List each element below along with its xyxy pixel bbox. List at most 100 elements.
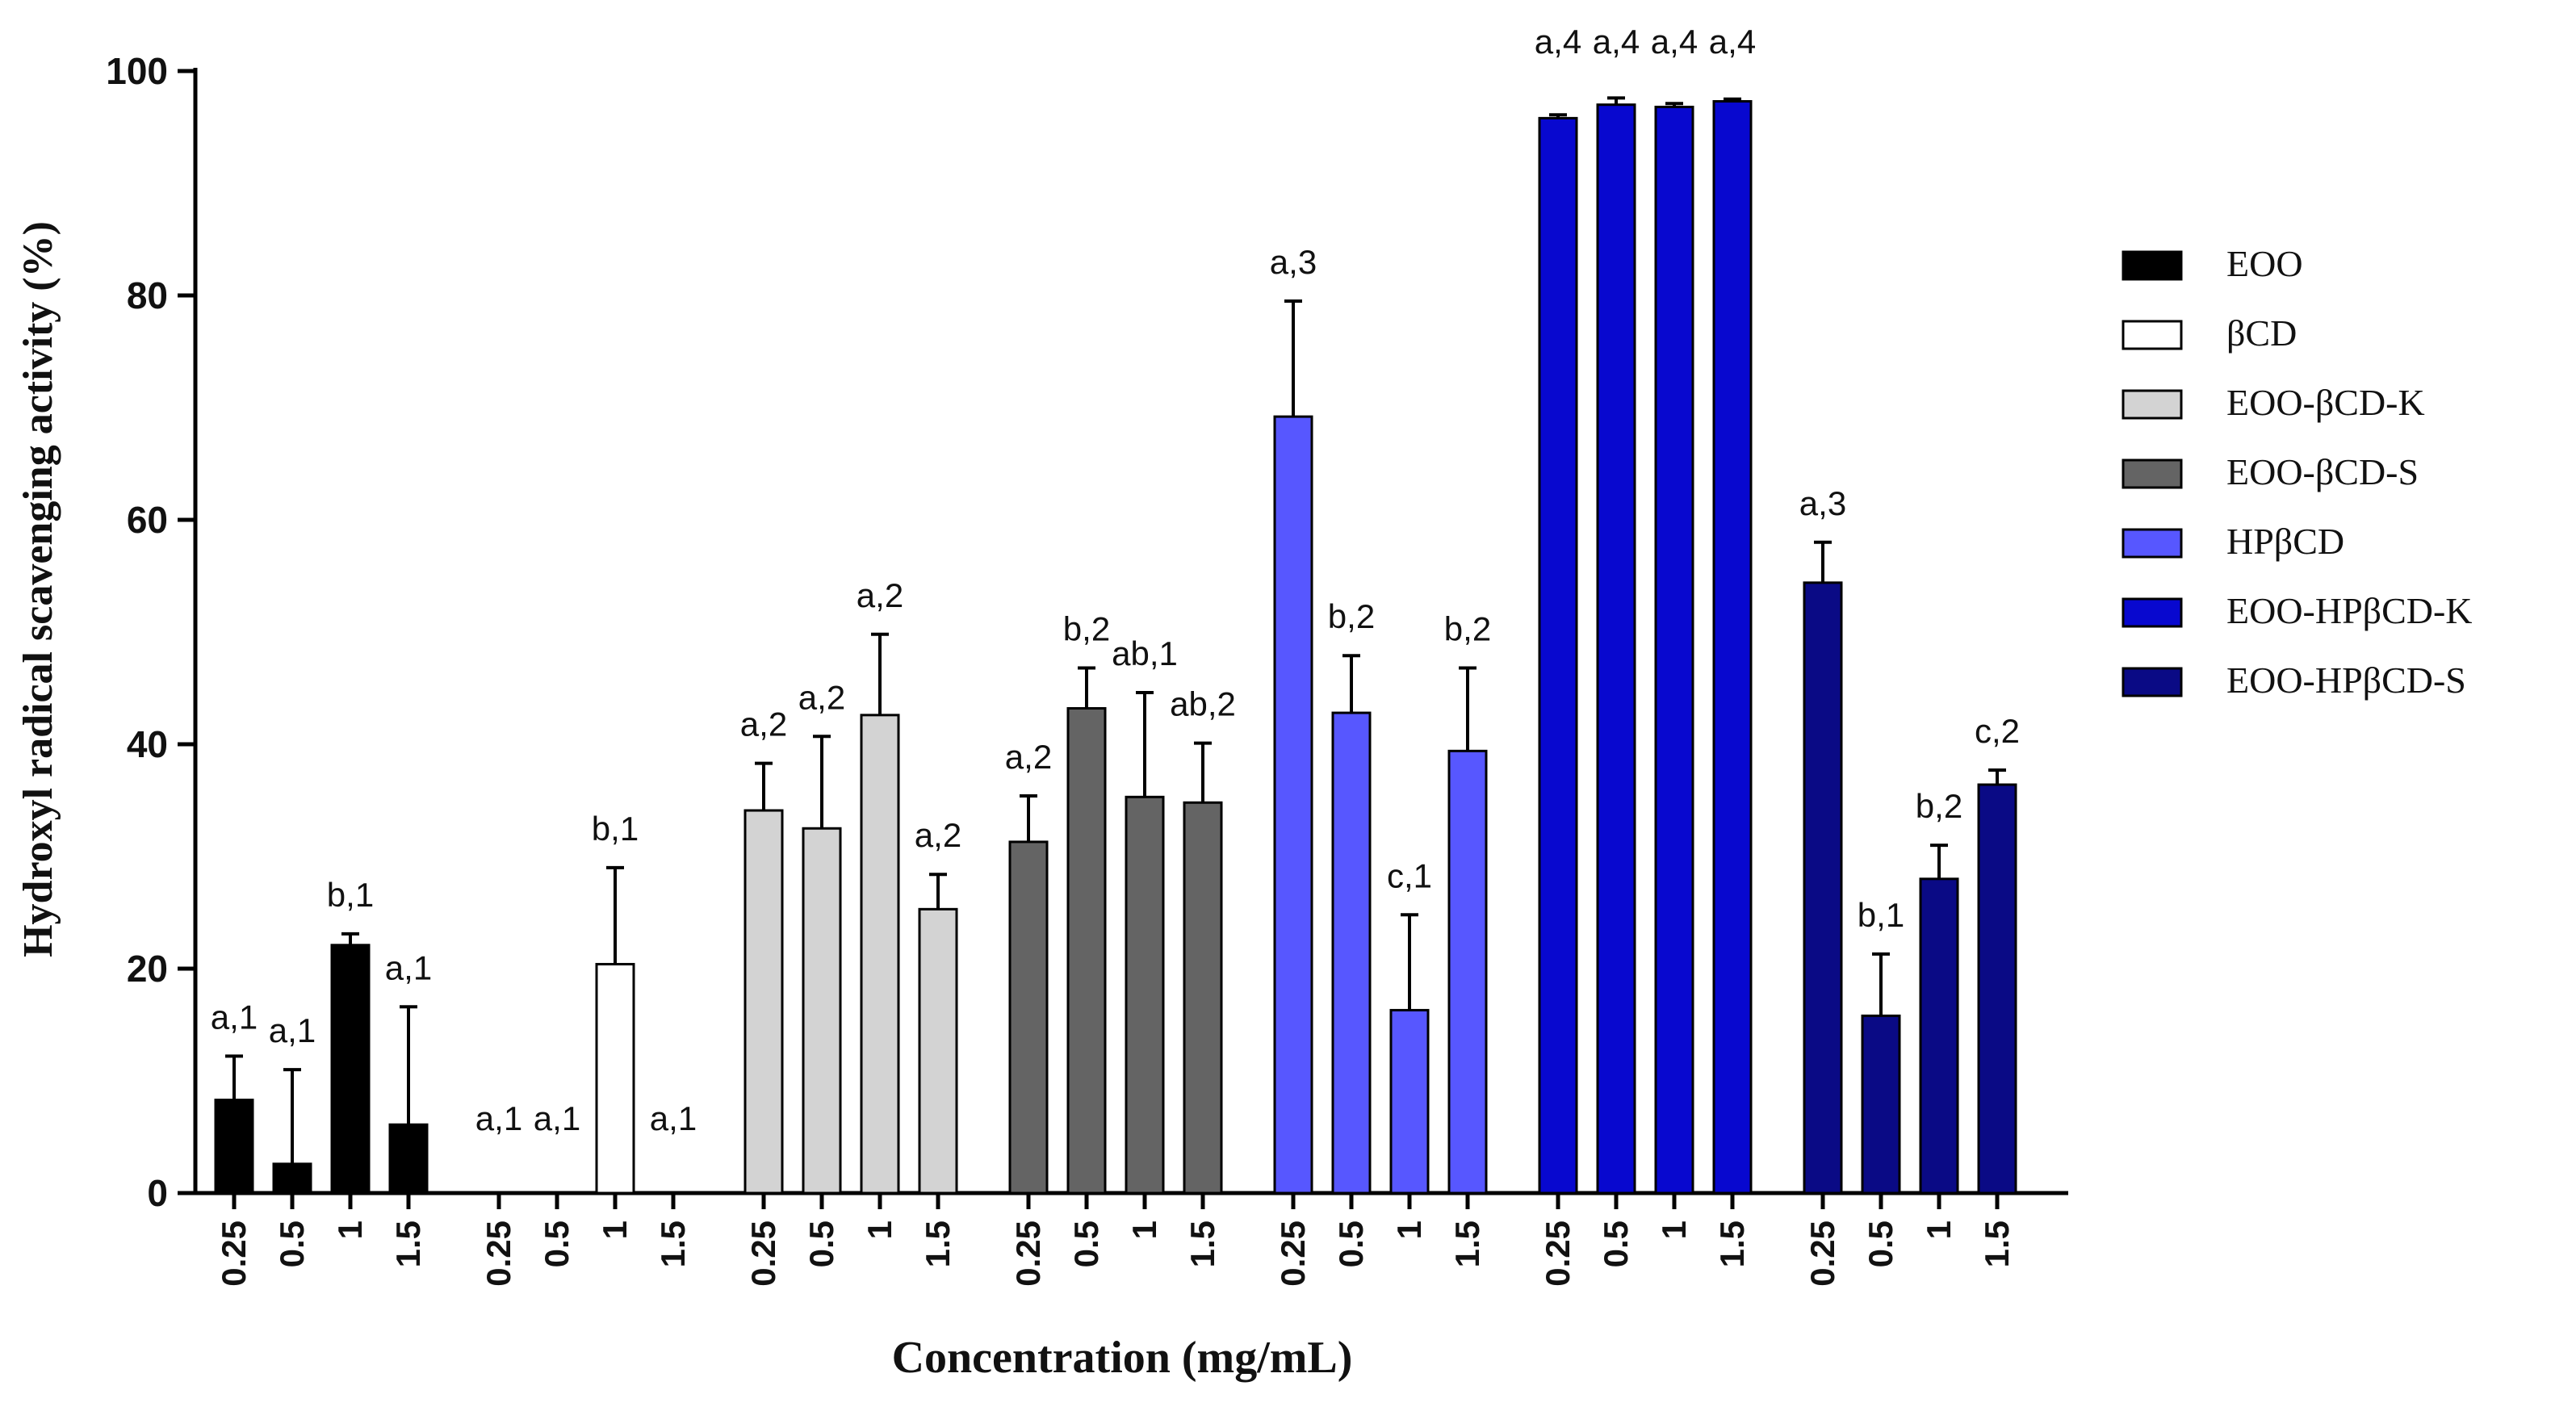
x-tick-label: 1.5 — [919, 1220, 957, 1267]
significance-label: a,1 — [475, 1099, 522, 1137]
legend-label: βCD — [2226, 312, 2297, 354]
y-tick-label: 60 — [127, 499, 168, 541]
y-tick-label: 100 — [106, 50, 168, 92]
significance-label: a,4 — [1651, 23, 1698, 61]
bar — [1654, 105, 1694, 1195]
x-tick-label: 1 — [861, 1220, 898, 1239]
x-tick-label: 1 — [331, 1220, 369, 1239]
significance-label: c,2 — [1975, 712, 2020, 750]
legend-label: EOO-HPβCD-K — [2226, 590, 2473, 631]
x-tick-label: 0.25 — [744, 1220, 782, 1287]
significance-label: a,4 — [1709, 23, 1756, 61]
y-tick-label: 0 — [147, 1172, 168, 1214]
x-tick-label: 1.5 — [1183, 1220, 1221, 1267]
x-tick-labels: 0.25 0.5 1 1.5 0.25 0.5 1 1.5 0.25 0.5 1 1.5 0.25 0.5… — [215, 1220, 2016, 1287]
significance-label: a,1 — [269, 1011, 316, 1049]
legend-label: HPβCD — [2226, 521, 2344, 562]
x-tick-label: 0.5 — [802, 1220, 840, 1267]
x-tick-label: 1.5 — [1978, 1220, 2016, 1267]
bar — [1066, 707, 1107, 1195]
significance-label: b,2 — [1063, 609, 1110, 647]
x-tick-label: 1 — [596, 1220, 634, 1239]
bar — [388, 1123, 429, 1195]
bar — [743, 809, 784, 1195]
significance-label: ab,2 — [1170, 685, 1236, 723]
significance-label: b,2 — [1328, 597, 1375, 635]
x-tick-label: 1 — [1655, 1220, 1693, 1239]
bar — [1538, 116, 1578, 1195]
significance-label: a,4 — [1593, 23, 1640, 61]
x-tick-label: 1.5 — [654, 1220, 692, 1267]
bar — [1389, 1008, 1430, 1195]
bar — [1183, 801, 1223, 1195]
legend-label: EOO — [2226, 243, 2303, 284]
significance-label: a,2 — [857, 576, 903, 614]
x-tick-label: 1.5 — [389, 1220, 427, 1267]
x-tick-label: 0.25 — [480, 1220, 517, 1287]
significance-label: a,3 — [1270, 243, 1317, 281]
y-tick-label: 40 — [127, 723, 168, 765]
bar — [330, 944, 371, 1195]
bar — [1596, 103, 1636, 1195]
legend-label: EOO-βCD-S — [2226, 451, 2419, 492]
x-tick-label: 1.5 — [1713, 1220, 1751, 1267]
x-tick-label: 0.25 — [1539, 1220, 1577, 1287]
significance-label: b,2 — [1916, 787, 1962, 825]
bar — [918, 907, 958, 1195]
bar — [595, 962, 635, 1195]
bar — [1125, 795, 1165, 1195]
bar — [1447, 749, 1488, 1195]
legend-swatch — [2122, 250, 2183, 281]
legend-label: EOO-βCD-K — [2226, 382, 2425, 423]
bar — [1008, 840, 1049, 1195]
significance-label: a,2 — [740, 706, 787, 743]
bar — [1803, 581, 1843, 1195]
bar — [214, 1099, 254, 1195]
legend-swatch — [2122, 597, 2183, 628]
significance-label: a,2 — [798, 678, 845, 716]
significance-label: b,2 — [1444, 609, 1491, 647]
significance-label: b,1 — [592, 810, 639, 848]
significance-label: a,4 — [1535, 23, 1581, 61]
y-tick-label: 20 — [127, 948, 168, 990]
x-tick-label: 0.5 — [1067, 1220, 1105, 1267]
legend-label: EOO-HPβCD-S — [2226, 659, 2466, 701]
legend-swatch — [2122, 320, 2183, 350]
x-tick-label: 0.5 — [538, 1220, 576, 1267]
bar — [1712, 100, 1753, 1195]
significance-label: a,1 — [211, 998, 258, 1036]
significance-label: a,1 — [385, 948, 432, 986]
x-tick-label: 1.5 — [1448, 1220, 1486, 1267]
legend-swatch — [2122, 667, 2183, 697]
bar — [860, 714, 900, 1195]
x-tick-label: 1 — [1920, 1220, 1958, 1239]
x-tick-label: 1 — [1390, 1220, 1428, 1239]
significance-label: b,1 — [327, 876, 374, 914]
bars: a,1 a,1 b,1 a,1 a,1 a,1 b,1 a,1 a,2 a,2 a,2 a,2 a,2 b… — [211, 23, 2020, 1195]
significance-label: a,2 — [1005, 738, 1052, 776]
bar — [1861, 1014, 1901, 1195]
x-tick-label: 0.25 — [1803, 1220, 1841, 1287]
bar — [802, 827, 842, 1195]
x-tick-label: 0.5 — [1597, 1220, 1635, 1267]
significance-label: a,2 — [915, 816, 961, 854]
x-tick-label: 0.5 — [273, 1220, 311, 1267]
y-tick-label: 80 — [127, 274, 168, 316]
significance-label: ab,1 — [1112, 634, 1178, 672]
x-axis-label: Concentration (mg/mL) — [892, 1333, 1353, 1383]
legend: EOO βCD EOO-βCD-K EOO-βCD-S HPβCD EOO-HPβCD-K… — [2122, 243, 2473, 701]
legend-swatch — [2122, 528, 2183, 559]
bar — [1331, 711, 1372, 1195]
significance-label: a,3 — [1799, 484, 1846, 522]
bar — [1273, 415, 1313, 1195]
bar — [1977, 783, 2017, 1195]
x-tick-label: 0.25 — [215, 1220, 253, 1287]
x-tick-label: 0.25 — [1274, 1220, 1312, 1287]
legend-swatch — [2122, 389, 2183, 420]
significance-label: c,1 — [1387, 856, 1432, 894]
significance-label: b,1 — [1858, 896, 1904, 934]
x-tick-label: 0.5 — [1332, 1220, 1370, 1267]
axes: 0 20 40 60 80 100 — [106, 50, 2068, 1214]
legend-swatch — [2122, 458, 2183, 489]
